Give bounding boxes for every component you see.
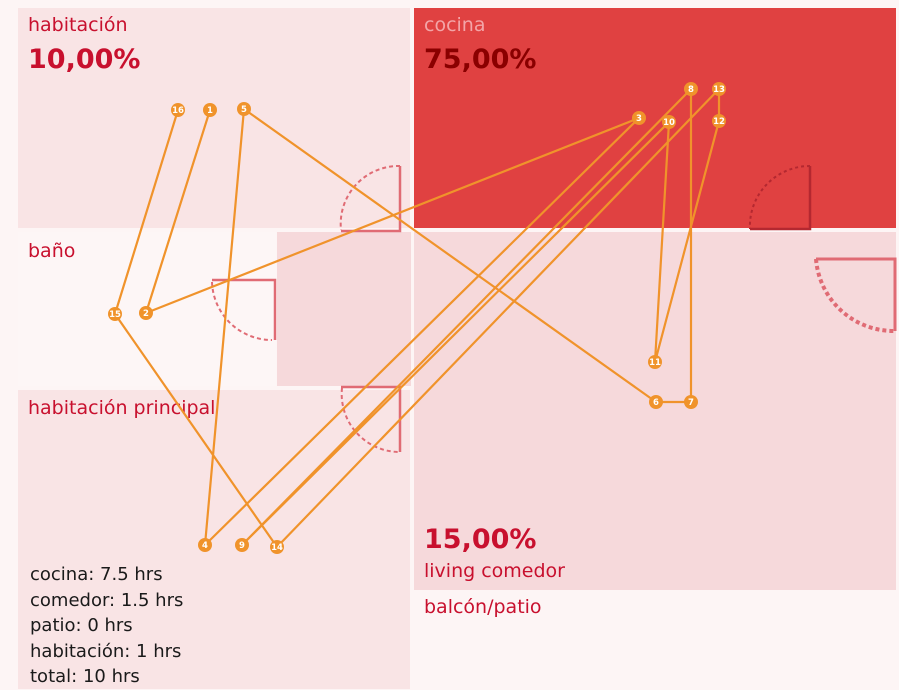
room-label-living: living comedor bbox=[424, 560, 565, 582]
path-point-15 bbox=[108, 307, 122, 321]
path-point-label: 9 bbox=[239, 541, 245, 551]
room-pct-cocina: 75,00% bbox=[424, 44, 537, 75]
path-point-14 bbox=[270, 540, 284, 554]
room-cocina bbox=[414, 8, 896, 228]
room-label-habitacion-principal: habitación principal bbox=[28, 397, 216, 419]
path-point-4 bbox=[198, 538, 212, 552]
path-point-label: 15 bbox=[109, 310, 121, 320]
path-point-label: 5 bbox=[241, 105, 247, 115]
summary-line: comedor: 1.5 hrs bbox=[30, 589, 184, 611]
room-pct-living: 15,00% bbox=[424, 524, 537, 555]
path-point-label: 2 bbox=[143, 309, 149, 319]
path-point-label: 12 bbox=[713, 117, 725, 127]
path-point-label: 14 bbox=[271, 543, 283, 553]
path-point-16 bbox=[171, 103, 185, 117]
summary-line: patio: 0 hrs bbox=[30, 615, 133, 636]
path-point-10 bbox=[662, 115, 676, 129]
path-point-5 bbox=[237, 102, 251, 116]
path-point-1 bbox=[203, 103, 217, 117]
path-point-13 bbox=[712, 82, 726, 96]
path-point-label: 8 bbox=[688, 85, 694, 95]
path-point-label: 16 bbox=[172, 106, 184, 116]
path-point-label: 10 bbox=[663, 118, 675, 128]
path-point-7 bbox=[684, 395, 698, 409]
summary-line: total: 10 hrs bbox=[30, 666, 140, 687]
path-point-8 bbox=[684, 82, 698, 96]
room-label-cocina: cocina bbox=[424, 14, 486, 36]
path-point-2 bbox=[139, 306, 153, 320]
path-point-11 bbox=[648, 355, 662, 369]
room-label-bano: baño bbox=[28, 240, 76, 262]
room-habitacion bbox=[18, 8, 410, 228]
path-point-6 bbox=[649, 395, 663, 409]
path-point-label: 3 bbox=[636, 114, 642, 124]
room-hall bbox=[277, 232, 411, 386]
door-bano bbox=[211, 278, 277, 341]
door-habitacion bbox=[339, 164, 402, 233]
room-pct-habitacion: 10,00% bbox=[28, 44, 141, 75]
path-point-label: 1 bbox=[207, 106, 213, 116]
path-point-label: 13 bbox=[713, 85, 725, 95]
path-line bbox=[113, 87, 721, 549]
path-point-12 bbox=[712, 114, 726, 128]
room-label-balcon: balcón/patio bbox=[424, 596, 542, 618]
path-point-3 bbox=[632, 111, 646, 125]
path-point-9 bbox=[235, 538, 249, 552]
path-point-label: 6 bbox=[653, 398, 659, 408]
time-summary: cocina: 7.5 hrs comedor: 1.5 hrs patio: … bbox=[30, 562, 183, 690]
door-cocina bbox=[748, 164, 812, 231]
summary-line: habitación: 1 hrs bbox=[30, 640, 182, 662]
room-label-habitacion: habitación bbox=[28, 14, 128, 36]
summary-line: cocina: 7.5 hrs bbox=[30, 564, 163, 585]
room-living-comedor bbox=[414, 232, 896, 590]
doors bbox=[211, 164, 897, 454]
path-point-label: 4 bbox=[202, 541, 208, 551]
door-balcon bbox=[814, 257, 897, 334]
path-point-label: 7 bbox=[688, 398, 694, 408]
path-point-label: 11 bbox=[649, 358, 661, 368]
